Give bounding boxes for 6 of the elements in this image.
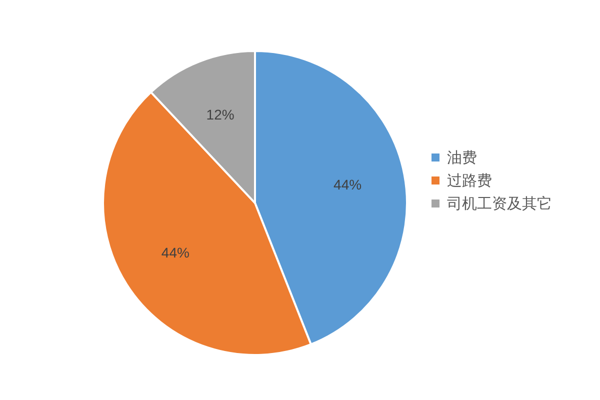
- data-label: 44%: [161, 244, 190, 260]
- legend-label: 油费: [447, 150, 477, 166]
- legend-label: 过路费: [447, 172, 492, 190]
- legend-label: 司机工资及其它: [447, 196, 552, 212]
- data-label: 44%: [334, 176, 362, 192]
- data-label: 12%: [206, 106, 234, 122]
